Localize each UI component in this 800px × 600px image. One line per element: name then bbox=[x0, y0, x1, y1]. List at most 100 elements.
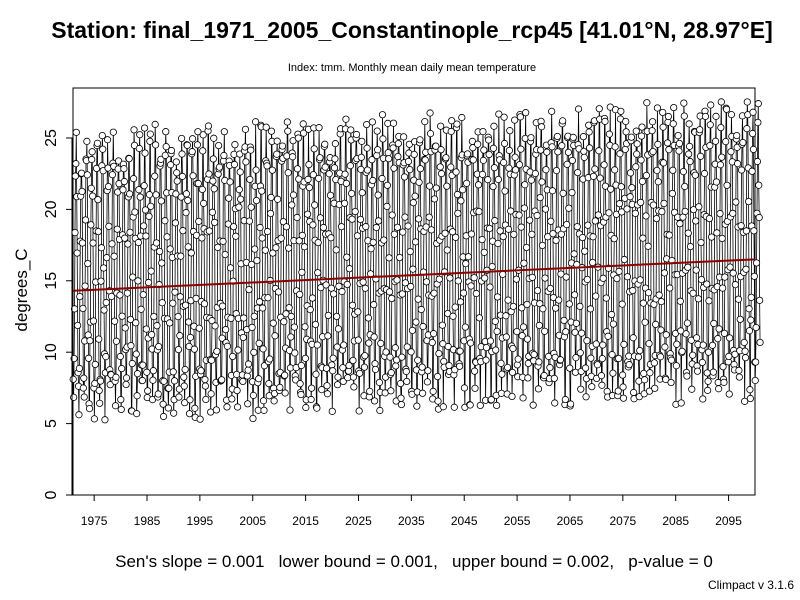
data-point bbox=[478, 235, 486, 244]
data-point bbox=[367, 245, 375, 253]
data-point bbox=[572, 319, 580, 327]
data-point bbox=[650, 359, 658, 367]
data-point bbox=[559, 189, 567, 197]
data-point bbox=[159, 400, 167, 408]
data-point bbox=[726, 263, 734, 271]
data-point bbox=[642, 212, 650, 220]
data-point bbox=[297, 361, 306, 370]
data-point bbox=[185, 318, 193, 326]
data-point bbox=[513, 327, 521, 336]
data-point bbox=[299, 120, 307, 128]
data-point bbox=[627, 133, 636, 141]
data-point bbox=[394, 153, 402, 161]
data-point bbox=[469, 156, 477, 164]
data-point bbox=[194, 179, 202, 188]
data-point bbox=[277, 234, 285, 242]
data-point bbox=[536, 193, 544, 202]
data-point bbox=[165, 384, 173, 392]
data-point bbox=[670, 103, 678, 112]
data-point bbox=[273, 137, 281, 145]
data-point bbox=[354, 308, 362, 316]
data-point bbox=[439, 403, 447, 411]
data-point bbox=[429, 387, 437, 395]
data-point bbox=[72, 128, 80, 136]
data-point bbox=[374, 217, 383, 225]
data-point bbox=[615, 200, 624, 208]
data-point bbox=[562, 273, 570, 281]
data-point bbox=[672, 362, 680, 370]
data-point bbox=[741, 347, 749, 355]
data-point bbox=[133, 392, 141, 400]
data-point bbox=[220, 128, 228, 136]
data-point bbox=[268, 166, 276, 174]
data-point bbox=[675, 139, 684, 148]
data-point bbox=[490, 122, 498, 130]
data-point bbox=[750, 227, 758, 235]
data-point bbox=[551, 399, 559, 407]
data-point bbox=[482, 356, 490, 364]
data-point bbox=[357, 153, 365, 161]
data-point bbox=[273, 150, 281, 158]
data-point bbox=[391, 344, 399, 352]
data-point bbox=[211, 322, 219, 330]
data-point bbox=[368, 156, 376, 164]
data-point bbox=[719, 284, 727, 292]
data-point bbox=[333, 343, 341, 351]
data-point bbox=[749, 108, 757, 116]
data-point bbox=[637, 156, 645, 164]
data-point bbox=[745, 305, 753, 313]
data-point bbox=[716, 210, 724, 218]
data-point bbox=[437, 122, 445, 130]
data-point bbox=[155, 342, 163, 351]
data-point bbox=[382, 348, 390, 356]
data-point bbox=[632, 127, 640, 135]
data-point bbox=[681, 182, 689, 191]
data-point bbox=[654, 140, 662, 148]
data-point bbox=[505, 164, 513, 172]
data-point bbox=[342, 115, 350, 123]
data-point bbox=[180, 382, 188, 390]
data-point bbox=[613, 274, 621, 283]
data-point bbox=[685, 120, 693, 128]
data-point bbox=[304, 175, 312, 183]
x-tick-label: 2055 bbox=[504, 514, 531, 528]
data-point bbox=[526, 216, 534, 224]
data-point bbox=[418, 389, 427, 397]
data-point bbox=[418, 363, 426, 371]
data-point bbox=[725, 352, 733, 361]
data-point bbox=[541, 274, 549, 282]
data-point bbox=[128, 359, 136, 368]
data-point bbox=[733, 131, 741, 140]
data-point bbox=[253, 256, 261, 265]
data-point bbox=[731, 350, 739, 358]
data-point bbox=[370, 301, 378, 309]
data-point bbox=[432, 184, 440, 192]
data-point bbox=[177, 252, 185, 260]
data-point bbox=[365, 339, 373, 347]
data-point bbox=[291, 349, 299, 357]
data-point bbox=[393, 223, 402, 231]
data-point bbox=[350, 383, 358, 391]
data-point bbox=[639, 234, 647, 242]
data-point bbox=[570, 250, 578, 258]
data-point bbox=[293, 213, 301, 222]
data-point bbox=[409, 265, 417, 273]
data-point bbox=[193, 141, 202, 149]
data-point bbox=[164, 404, 172, 412]
data-point bbox=[454, 209, 462, 217]
data-point bbox=[348, 189, 356, 198]
data-point bbox=[562, 328, 570, 336]
data-point bbox=[315, 174, 323, 182]
data-point bbox=[198, 185, 206, 194]
data-point bbox=[207, 390, 215, 398]
data-point bbox=[347, 126, 355, 134]
data-point bbox=[598, 381, 606, 389]
data-point bbox=[511, 153, 519, 161]
data-point bbox=[261, 246, 269, 254]
data-point bbox=[331, 140, 339, 148]
data-point bbox=[390, 230, 398, 238]
data-point bbox=[616, 150, 624, 158]
data-point bbox=[459, 289, 468, 297]
data-point bbox=[576, 349, 584, 357]
data-point bbox=[402, 367, 410, 376]
